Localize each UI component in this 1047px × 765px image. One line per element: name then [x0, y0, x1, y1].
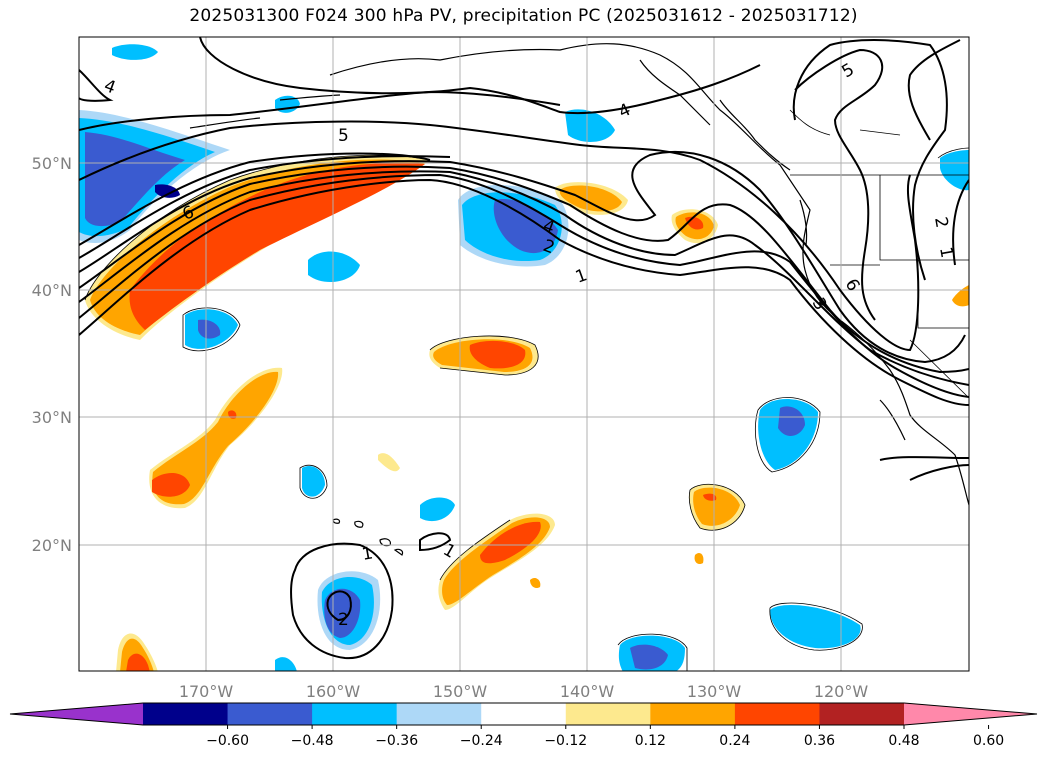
latitude-labels: 50°N 40°N 30°N 20°N	[32, 154, 72, 555]
svg-text:5: 5	[338, 126, 349, 146]
colorbar-tick-label: 0.24	[719, 733, 750, 749]
colorbar-segment	[481, 703, 567, 725]
lat-label: 20°N	[32, 536, 72, 555]
lat-label: 40°N	[32, 281, 72, 300]
colorbar-extend-high	[904, 703, 1037, 725]
colorbar-tick-label: −0.24	[460, 733, 503, 749]
lon-label: 140°W	[560, 682, 615, 701]
svg-text:2: 2	[338, 610, 349, 630]
colorbar-tick-label: −0.48	[291, 733, 334, 749]
pv-contours	[79, 37, 969, 660]
colorbar-segment	[734, 703, 820, 725]
colorbar-segment	[650, 703, 736, 725]
lon-label: 150°W	[433, 682, 488, 701]
colorbar-tick-label: −0.12	[544, 733, 587, 749]
map-title: 2025031300 F024 300 hPa PV, precipitatio…	[189, 6, 858, 26]
colorbar-tick-label: −0.36	[375, 733, 418, 749]
longitude-labels: 170°W 160°W 150°W 140°W 130°W 120°W	[179, 682, 869, 701]
lon-label: 120°W	[814, 682, 869, 701]
colorbar-tick-label: 0.12	[635, 733, 666, 749]
map-plot-area: 5 4 5 6 4 2 1 6 3 2 1 1 1 2 4	[79, 37, 969, 671]
colorbar-segment	[819, 703, 905, 725]
lat-label: 50°N	[32, 154, 72, 173]
lon-label: 130°W	[687, 682, 742, 701]
colorbar-extend-low	[10, 703, 143, 725]
colorbar-segment	[312, 703, 398, 725]
lon-label: 160°W	[306, 682, 361, 701]
colorbar-tick-label: 0.48	[888, 733, 919, 749]
graticule	[79, 37, 969, 671]
colorbar-tick-label: 0.60	[973, 733, 1004, 749]
lat-label: 30°N	[32, 408, 72, 427]
precip-outlines	[84, 147, 969, 671]
colorbar-outline	[9, 702, 1038, 726]
colorbar-segment	[396, 703, 482, 725]
colorbar-tick-label: −0.60	[206, 733, 249, 749]
plot-frame	[78, 36, 970, 672]
colorbar-segment	[143, 703, 229, 725]
colorbar-tick-label: 0.36	[804, 733, 835, 749]
colorbar: −0.60 −0.48 −0.36 −0.24 −0.12 0.12 0.24 0.36 0.4…	[9, 702, 1038, 749]
positive-precip-shading	[85, 155, 969, 671]
svg-text:1: 1	[935, 245, 957, 259]
lon-label: 170°W	[179, 682, 234, 701]
svg-text:1: 1	[360, 543, 374, 565]
colorbar-segment	[565, 703, 651, 725]
colorbar-segment	[227, 703, 313, 725]
svg-text:2: 2	[930, 215, 952, 229]
